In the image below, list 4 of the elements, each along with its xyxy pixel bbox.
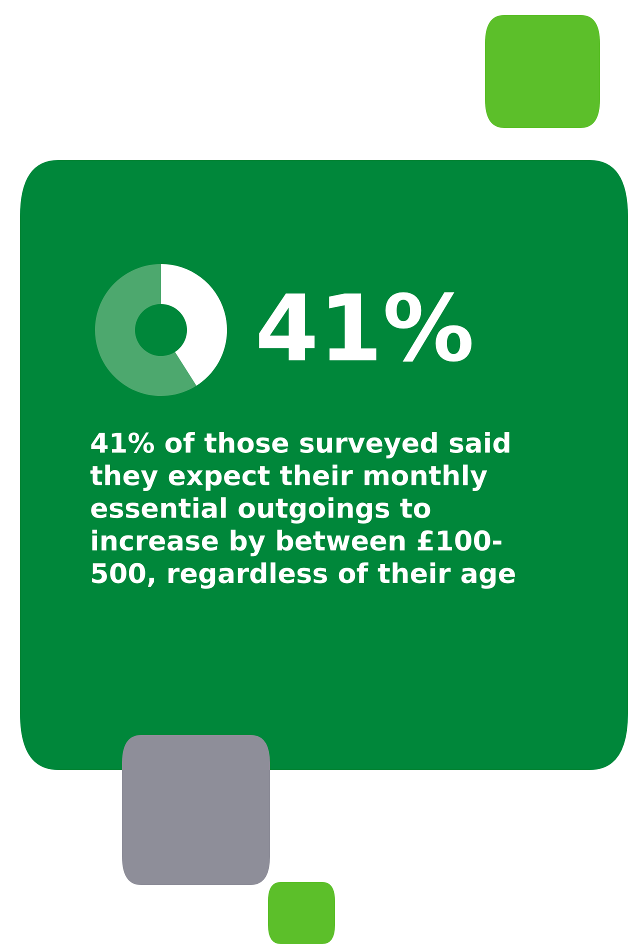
donut-slice	[161, 264, 227, 386]
text: 41% of those surveyed said they expect their monthly essential outgoings to increase by between £100- 500, regardless of their age	[90, 432, 515, 589]
chart-title: 41%	[259, 292, 472, 362]
donut-slice	[95, 264, 196, 396]
